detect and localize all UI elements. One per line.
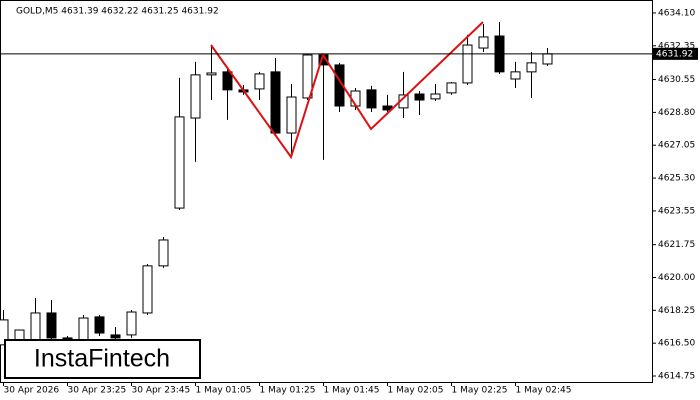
y-tick-label: 4634.10 [658,8,695,18]
candle-body [78,317,89,341]
y-tick-label: 4627.05 [658,141,695,151]
candle-body [334,64,345,107]
candle-body [286,96,297,134]
candle-body [174,116,185,209]
candle-body [446,82,457,94]
x-tick-label: 1 May 01:25 [260,386,316,396]
pattern-line [210,21,484,160]
y-tick-label: 4628.80 [658,108,695,118]
candle-body [30,312,41,341]
candle-body [430,93,441,100]
y-tick-label: 4632.35 [658,41,695,51]
candle-body [126,311,137,336]
candle-body [462,44,473,84]
x-tick-label: 30 Apr 23:45 [132,386,191,396]
candle-body [94,316,105,334]
logo: InstaFintech [34,345,170,373]
candle-body [302,54,313,99]
candle-body [0,319,9,346]
candle-body [510,71,521,80]
x-tick-label: 1 May 01:45 [324,386,380,396]
candle-body [206,72,217,76]
x-tick-label: 30 Apr 2026 [4,386,60,396]
y-tick-label: 4618.25 [658,306,695,316]
x-tick-label: 1 May 02:25 [452,386,508,396]
candle-body [478,36,489,49]
x-tick-label: 1 May 02:45 [516,386,572,396]
y-tick-label: 4614.75 [658,371,695,381]
y-tick-label: 4620.00 [658,273,695,283]
candle-body [254,73,265,90]
candle-body [542,53,553,65]
x-tick-label: 30 Apr 23:25 [68,386,127,396]
candle-body [366,89,377,109]
y-tick-label: 4625.30 [658,174,695,184]
candle-body [142,265,153,314]
y-tick-label: 4616.50 [658,339,695,349]
price-box [652,47,698,60]
logo-box [4,339,201,379]
y-tick-label: 4621.75 [658,240,695,250]
x-tick-label: 1 May 01:05 [196,386,252,396]
candle-body [270,71,281,134]
candle-body [414,93,425,101]
candle-body [222,71,233,91]
y-tick-label: 4623.55 [658,206,695,216]
y-tick-label: 4630.55 [658,75,695,85]
candle-body [526,62,537,73]
candle-body [190,74,201,119]
price-label: 4631.92 [656,49,693,59]
chart-title: GOLD,M5 4631.39 4632.22 4631.25 4631.92 [16,7,219,17]
x-tick-label: 1 May 02:05 [388,386,444,396]
candle-body [46,312,57,339]
candle-body [158,239,169,267]
candle-body [110,334,121,339]
